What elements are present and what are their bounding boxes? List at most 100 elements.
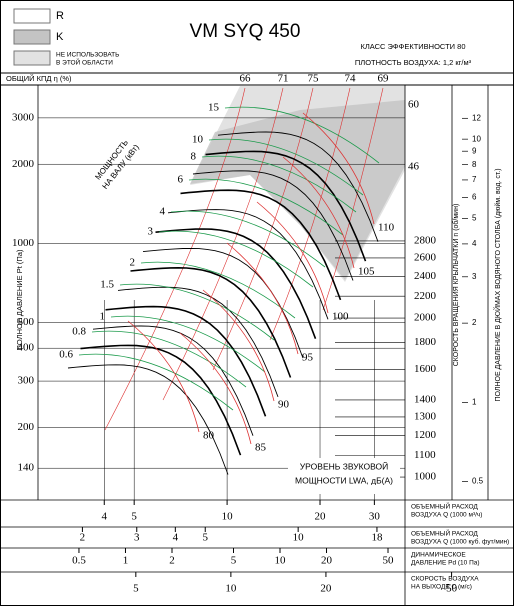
power-label: 6	[178, 174, 184, 186]
scale-tick-label: 1	[123, 555, 129, 567]
scale-tick-label: 50	[383, 555, 395, 567]
fan-curve	[92, 325, 254, 436]
power-label: 15	[208, 102, 220, 114]
speed-tick-label: 2400	[414, 270, 437, 282]
inch-tick-label: 4	[472, 239, 477, 248]
scale-title: ДАВЛЕНИЕ Pd (10 Па)	[411, 560, 480, 567]
scale-tick-label: 10	[293, 532, 305, 544]
noise-label: 100	[332, 311, 349, 323]
legend-swatch	[13, 29, 51, 45]
noise-label: 95	[302, 352, 314, 364]
power-line	[208, 138, 364, 196]
noise-line	[202, 289, 275, 402]
side-label: 46	[408, 161, 420, 173]
legend-label: НЕ ИСПОЛЬЗОВАТЬ	[56, 52, 119, 59]
inch-tick-label: 0.5	[472, 477, 484, 486]
fan-curve	[130, 266, 292, 378]
noise-line	[282, 156, 355, 269]
efficiency-class: КЛАСС ЭФФЕКТИВНОСТИ 80	[361, 42, 466, 51]
inch-tick-label: 12	[472, 113, 481, 122]
scale-title: ОБЪЕМНЫЙ РАСХОД	[411, 502, 478, 511]
power-line	[170, 210, 326, 268]
power-label: 2	[130, 257, 136, 269]
noise-line	[256, 201, 329, 314]
power-line	[201, 155, 357, 213]
power-label: 10	[192, 134, 204, 146]
power-line	[110, 315, 266, 373]
speed-tick-label: 2200	[414, 290, 437, 302]
power-label: 3	[148, 226, 154, 238]
side-label: 60	[408, 99, 420, 111]
efficiency-label: 74	[345, 73, 357, 85]
noise-label: 90	[278, 399, 290, 411]
scale-tick-label: 50	[446, 583, 458, 595]
efficiency-label: 69	[378, 73, 390, 85]
y-tick-label: 400	[18, 342, 35, 354]
speed-tick-label: 1000	[414, 471, 437, 483]
fan-curve	[205, 150, 367, 262]
inch-tick-label: 10	[472, 134, 481, 143]
fan-curve	[167, 209, 329, 320]
scale-tick-label: 20	[315, 511, 327, 523]
region-k	[190, 100, 405, 280]
scale-tick-label: 5	[202, 532, 208, 544]
noise-label: 80	[203, 430, 215, 442]
inch-tick-label: 3	[472, 272, 477, 281]
efficiency-label: 71	[278, 73, 289, 85]
speed-tick-label: 2000	[414, 312, 437, 324]
y-tick-label: 1000	[12, 237, 35, 249]
power-line	[188, 178, 344, 236]
scale-tick-label: 10	[275, 555, 287, 567]
power-label: 0.8	[72, 326, 86, 338]
efficiency-line	[269, 87, 351, 341]
fan-curve	[180, 189, 342, 301]
speed-tick-label: 1100	[414, 449, 436, 461]
noise-title-box	[288, 458, 400, 494]
speed-tick-label: 1300	[414, 410, 437, 422]
speed-tick-label: 1200	[414, 429, 437, 441]
scale-tick-label: 10	[222, 511, 234, 523]
scale-tick-label: 18	[371, 532, 383, 544]
y-tick-label: 300	[18, 375, 35, 387]
speed-tick-label: 1800	[414, 336, 437, 348]
noise-label: 85	[255, 442, 267, 454]
noise-line	[179, 332, 252, 445]
power-line	[140, 261, 296, 319]
scale-tick-label: 20	[320, 583, 332, 595]
scale-tick-label: 20	[321, 555, 333, 567]
legend-swatch	[13, 50, 51, 66]
speed-axis-title: СКОРОСТЬ ВРАЩЕНИЯ КРЫЛЬЧАТКИ n (об/мин)	[452, 204, 460, 367]
inch-tick-label: 7	[472, 175, 477, 184]
inch-tick-label: 8	[472, 160, 477, 169]
inch-tick-label: 6	[472, 193, 477, 202]
scale-title: СКОРОСТЬ ВОЗДУХА	[411, 576, 479, 583]
scale-tick-label: 4	[173, 532, 179, 544]
power-line	[119, 283, 275, 341]
noise-line	[127, 320, 200, 433]
legend-label: K	[56, 31, 64, 43]
speed-tick-label: 1600	[414, 363, 437, 375]
power-line	[91, 330, 247, 388]
legend-swatch	[13, 8, 51, 24]
inch-tick-label: 1	[472, 397, 477, 406]
noise-title: МОЩНОСТИ LWA, дБ(А)	[295, 475, 393, 485]
pressure-axis-title: ПОЛНОЕ ДАВЛЕНИЕ Pt (Па)	[15, 249, 24, 350]
noise-label: 105	[358, 266, 375, 278]
power-label: 1	[100, 311, 106, 323]
fan-curve	[80, 344, 242, 456]
scale-tick-label: 5	[133, 583, 139, 595]
y-tick-label: 500	[18, 316, 35, 328]
efficiency-title: ОБЩИЙ КПД η (%)	[6, 74, 72, 83]
efficiency-label: 66	[240, 73, 252, 85]
noise-title: УРОВЕНЬ ЗВУКОВОЙ	[300, 460, 388, 471]
scale-title: ВОЗДУХА Q (1000 м³/ч)	[411, 512, 482, 519]
scale-title: ВОЗДУХА Q (1000 куб. фут/мин)	[411, 538, 509, 546]
efficiency-line	[162, 87, 284, 401]
speed-tick-label: 2600	[414, 251, 437, 263]
power-line	[158, 230, 314, 288]
speed-tick-label: 2800	[414, 234, 437, 246]
power-label: 4	[160, 206, 166, 218]
fan-curve	[67, 364, 229, 475]
y-tick-label: 140	[18, 462, 35, 474]
